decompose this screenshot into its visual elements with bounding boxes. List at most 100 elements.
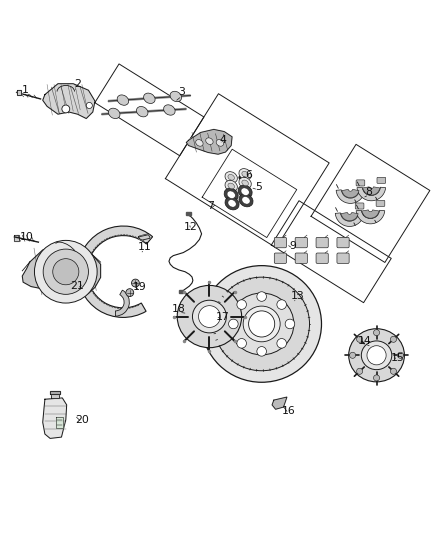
Polygon shape: [186, 212, 191, 215]
Polygon shape: [56, 417, 63, 429]
Ellipse shape: [230, 293, 294, 355]
Circle shape: [198, 305, 220, 327]
Polygon shape: [202, 149, 297, 238]
Wedge shape: [335, 213, 364, 227]
Text: 13: 13: [290, 291, 304, 301]
Circle shape: [390, 368, 396, 374]
FancyBboxPatch shape: [274, 237, 286, 248]
Circle shape: [126, 289, 134, 296]
Circle shape: [131, 279, 139, 287]
Polygon shape: [179, 290, 184, 293]
Ellipse shape: [177, 286, 242, 348]
FancyBboxPatch shape: [316, 237, 328, 248]
Circle shape: [374, 375, 380, 381]
Text: 2: 2: [74, 79, 81, 88]
Circle shape: [277, 300, 286, 309]
Ellipse shape: [227, 191, 235, 198]
Ellipse shape: [170, 91, 182, 102]
FancyBboxPatch shape: [274, 253, 286, 263]
Text: 20: 20: [75, 415, 89, 425]
Ellipse shape: [228, 174, 234, 180]
Ellipse shape: [242, 171, 248, 177]
Wedge shape: [336, 190, 365, 204]
Ellipse shape: [242, 197, 250, 204]
Circle shape: [43, 249, 88, 294]
Ellipse shape: [228, 183, 234, 189]
Text: 18: 18: [172, 304, 186, 314]
FancyBboxPatch shape: [337, 253, 349, 263]
Polygon shape: [186, 130, 232, 154]
Text: 4: 4: [220, 135, 227, 146]
Text: 9: 9: [290, 240, 297, 251]
FancyBboxPatch shape: [295, 253, 307, 263]
Wedge shape: [116, 290, 129, 316]
Polygon shape: [138, 235, 150, 240]
Wedge shape: [342, 189, 359, 198]
Wedge shape: [78, 226, 152, 318]
Circle shape: [237, 300, 247, 309]
Ellipse shape: [144, 93, 155, 103]
Circle shape: [86, 102, 92, 109]
FancyBboxPatch shape: [295, 237, 307, 248]
Circle shape: [62, 105, 70, 113]
Circle shape: [390, 336, 396, 342]
Wedge shape: [341, 213, 358, 221]
Ellipse shape: [117, 95, 129, 106]
Ellipse shape: [242, 180, 248, 186]
FancyBboxPatch shape: [337, 237, 349, 248]
Circle shape: [357, 336, 363, 342]
Text: 3: 3: [179, 87, 185, 98]
Ellipse shape: [239, 177, 251, 189]
Ellipse shape: [239, 168, 251, 180]
Circle shape: [35, 240, 97, 303]
Text: 19: 19: [133, 282, 147, 293]
Ellipse shape: [225, 197, 239, 210]
FancyBboxPatch shape: [377, 177, 386, 183]
Ellipse shape: [225, 172, 237, 183]
Polygon shape: [272, 397, 287, 409]
Circle shape: [357, 368, 363, 374]
Text: 10: 10: [20, 232, 34, 242]
Ellipse shape: [361, 341, 392, 370]
Text: 8: 8: [366, 187, 373, 197]
Text: 15: 15: [391, 353, 404, 363]
Circle shape: [277, 338, 286, 348]
Ellipse shape: [216, 140, 223, 146]
Ellipse shape: [206, 138, 213, 144]
Circle shape: [229, 319, 238, 329]
Circle shape: [237, 338, 247, 348]
Ellipse shape: [224, 188, 238, 201]
Text: 11: 11: [138, 242, 152, 252]
Circle shape: [257, 346, 266, 356]
Ellipse shape: [243, 306, 280, 342]
Circle shape: [257, 292, 266, 301]
Text: 17: 17: [215, 312, 230, 321]
FancyBboxPatch shape: [376, 200, 385, 206]
Polygon shape: [43, 398, 67, 439]
Circle shape: [53, 259, 79, 285]
FancyBboxPatch shape: [316, 253, 328, 263]
Circle shape: [249, 311, 275, 337]
Text: 1: 1: [22, 85, 29, 95]
Polygon shape: [14, 235, 19, 241]
Wedge shape: [362, 210, 379, 218]
Ellipse shape: [225, 180, 237, 191]
Circle shape: [397, 352, 403, 358]
Ellipse shape: [241, 188, 249, 196]
Text: 7: 7: [207, 201, 214, 212]
Wedge shape: [363, 187, 380, 195]
Text: 21: 21: [71, 281, 85, 291]
Ellipse shape: [214, 277, 310, 371]
Ellipse shape: [228, 200, 236, 207]
Ellipse shape: [164, 105, 175, 115]
FancyBboxPatch shape: [355, 203, 364, 209]
Polygon shape: [51, 393, 59, 398]
Polygon shape: [22, 246, 101, 297]
Circle shape: [350, 352, 356, 358]
FancyBboxPatch shape: [356, 180, 365, 186]
Polygon shape: [43, 84, 95, 118]
Ellipse shape: [238, 185, 252, 198]
Circle shape: [374, 329, 380, 336]
Wedge shape: [357, 187, 385, 201]
Ellipse shape: [137, 107, 148, 117]
